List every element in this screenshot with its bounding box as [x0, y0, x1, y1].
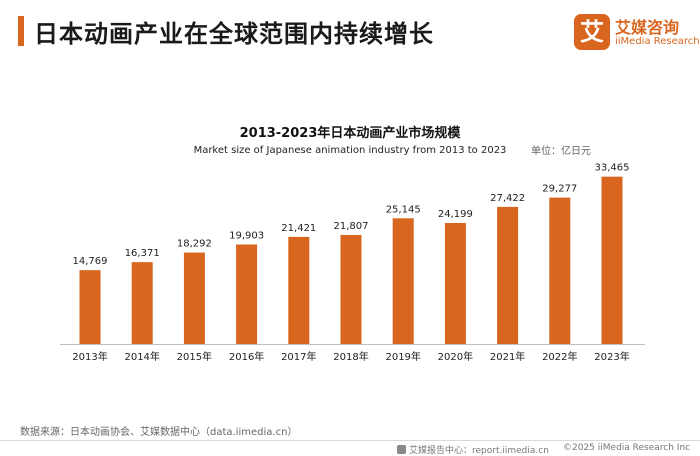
bar-value-label: 27,422: [490, 193, 525, 204]
bar: [236, 244, 258, 344]
page-title: 日本动画产业在全球范围内持续增长: [34, 20, 434, 48]
bar: [497, 206, 519, 344]
bar-value-label: 33,465: [595, 163, 630, 174]
chart-title: 2013-2023年日本动画产业市场规模: [239, 126, 461, 141]
logo-name-cn: 艾媒咨询: [615, 18, 680, 37]
bar-value-label: 29,277: [542, 184, 577, 195]
x-tick-label: 2022年: [542, 350, 577, 363]
x-tick-label: 2020年: [438, 350, 473, 363]
footer-report-link[interactable]: 艾媒报告中心：report.iimedia.cn: [397, 443, 549, 456]
bar: [288, 236, 310, 344]
x-tick-label: 2016年: [229, 350, 264, 363]
brand-logo[interactable]: 艾 艾媒咨询 iiMedia Research: [574, 14, 700, 54]
bar-value-label: 21,807: [334, 221, 369, 232]
bar-value-label: 14,769: [73, 256, 108, 267]
x-tick-label: 2017年: [281, 350, 316, 363]
unit-label: 单位：亿日元: [531, 146, 591, 157]
bar: [444, 223, 466, 344]
report-center-icon: [397, 445, 406, 454]
x-tick-label: 2014年: [124, 350, 159, 363]
bar-value-label: 25,145: [386, 204, 421, 215]
logo-name-en: iiMedia Research: [615, 36, 700, 47]
x-tick-label: 2013年: [72, 350, 107, 363]
bar: [79, 270, 101, 344]
footer-copyright: ©2025 iiMedia Research Inc: [563, 443, 691, 453]
chart-subtitle: Market size of Japanese animation indust…: [193, 145, 507, 156]
x-tick-label: 2021年: [490, 350, 525, 363]
source-note: 数据来源：日本动画协会、艾媒数据中心（data.iimedia.cn）: [20, 427, 298, 438]
x-tick-label: 2019年: [385, 350, 420, 363]
bar-value-label: 19,903: [229, 230, 264, 241]
bar-value-label: 16,371: [125, 248, 160, 259]
x-tick-label: 2018年: [333, 350, 368, 363]
bar: [392, 218, 414, 344]
title-accent-bar: [18, 16, 24, 46]
footer-report-text: 艾媒报告中心：report.iimedia.cn: [409, 446, 549, 456]
logo-mark-icon: 艾: [574, 14, 610, 50]
x-tick-label: 2023年: [594, 350, 629, 363]
bar: [183, 252, 205, 344]
x-tick-label: 2015年: [177, 350, 212, 363]
bar-value-label: 21,421: [281, 223, 316, 234]
bar-value-label: 18,292: [177, 239, 212, 250]
bar: [601, 176, 623, 344]
bar-value-label: 24,199: [438, 209, 473, 220]
footer-divider: [0, 440, 700, 441]
bar: [131, 262, 153, 344]
bar: [340, 234, 362, 344]
bar: [549, 197, 571, 344]
